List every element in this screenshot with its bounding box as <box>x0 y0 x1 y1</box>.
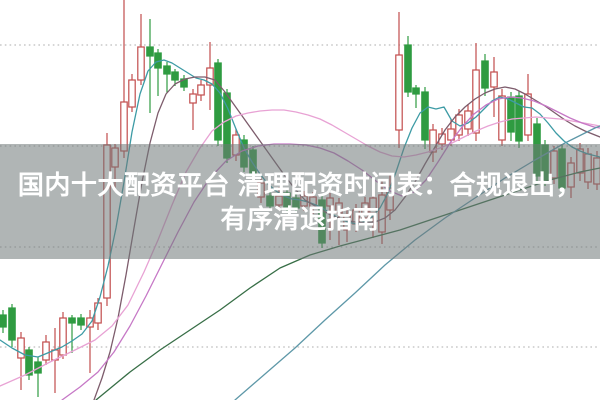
candle <box>180 75 188 91</box>
candle <box>86 310 94 373</box>
candle <box>59 312 67 359</box>
candle-body <box>128 79 136 108</box>
candle <box>515 91 523 148</box>
candle <box>404 36 412 97</box>
watermark-banner: 国内十大配资平台 清理配资时间表：合规退出， 有序清退指南 <box>0 144 600 259</box>
banner-title-line1: 国内十大配资平台 清理配资时间表：合规退出， <box>17 169 583 200</box>
candle-body <box>447 128 455 141</box>
banner-title-line2: 有序清退指南 <box>220 203 380 234</box>
candle-body <box>490 71 498 88</box>
candle-body <box>472 69 480 134</box>
candle-body <box>146 46 154 57</box>
candle-body <box>68 317 76 324</box>
candle <box>421 87 429 149</box>
candle-body <box>524 93 532 136</box>
candle-body <box>404 44 412 93</box>
candle <box>8 304 16 347</box>
candle <box>197 80 205 101</box>
candle <box>490 57 498 117</box>
candle <box>214 59 222 146</box>
candle <box>17 332 25 390</box>
candle-body <box>197 84 205 96</box>
candle-body <box>77 317 85 326</box>
candle-body <box>498 95 506 141</box>
candle-body <box>163 65 171 75</box>
candle <box>128 74 136 112</box>
candle <box>171 69 179 86</box>
candle-body <box>137 46 145 81</box>
candle <box>34 357 42 397</box>
candle-body <box>214 62 222 141</box>
candle <box>472 43 480 141</box>
candle-body <box>34 361 42 374</box>
candle <box>154 49 162 96</box>
candle-body <box>86 317 94 328</box>
candle-body <box>395 54 403 131</box>
candle-body <box>42 341 50 361</box>
candle-body <box>206 67 214 86</box>
candle-body <box>59 317 67 356</box>
candle-body <box>171 71 179 81</box>
ma-pink <box>0 109 600 387</box>
candle <box>412 85 420 108</box>
candle-body <box>189 93 197 104</box>
candle <box>481 54 489 96</box>
candle <box>42 335 50 365</box>
candle-body <box>412 87 420 95</box>
candle-body <box>8 307 16 341</box>
candle <box>25 347 33 380</box>
candle-body <box>421 91 429 141</box>
candle <box>163 62 171 93</box>
candle <box>206 42 214 110</box>
candle <box>68 315 76 353</box>
candle <box>189 89 197 130</box>
candle-body <box>94 302 102 324</box>
candle-body <box>0 314 7 328</box>
candle-body <box>17 337 25 359</box>
candle-body <box>481 60 489 89</box>
candle <box>137 14 145 85</box>
candle <box>120 0 128 158</box>
candle <box>0 310 7 333</box>
candle-body <box>25 349 33 376</box>
candle <box>146 19 154 113</box>
candle <box>77 314 85 330</box>
candle <box>395 12 403 148</box>
